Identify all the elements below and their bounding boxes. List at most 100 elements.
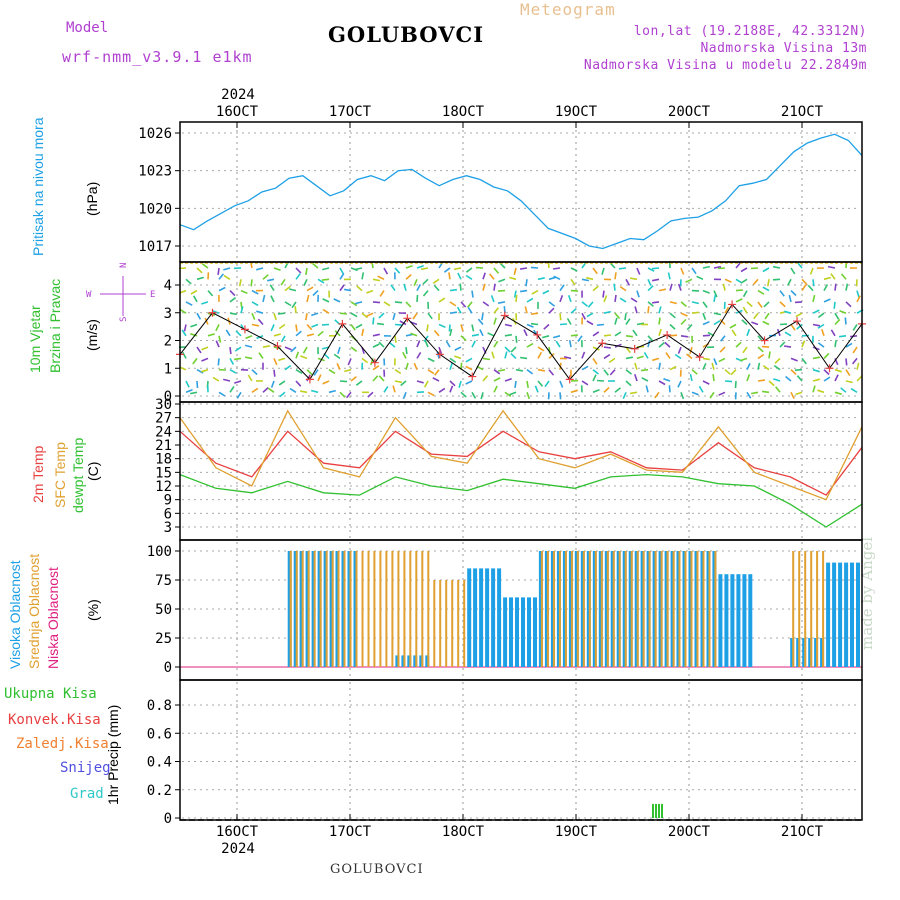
wind-arrow	[355, 301, 363, 305]
y-tick-label: 1023	[138, 164, 172, 180]
wind-arrow	[845, 283, 849, 291]
cloud-high-bar	[736, 574, 741, 667]
wind-arrow	[807, 284, 814, 292]
wind-arrow	[383, 385, 389, 393]
wind-arrow	[823, 369, 830, 376]
y-tick-label: 100	[147, 544, 172, 560]
wind-arrow	[603, 353, 611, 360]
wind-arrow	[718, 391, 726, 396]
wind-arrow	[751, 321, 759, 326]
wind-arrow	[394, 369, 402, 375]
wind-arrow	[487, 332, 495, 337]
y-tick-label: 15	[155, 465, 172, 481]
wind-arrow	[510, 353, 517, 359]
wind-arrow	[856, 295, 861, 303]
wind-arrow	[493, 340, 499, 348]
wind-arrow	[449, 357, 457, 364]
wind-arrow	[537, 380, 544, 387]
wind-arrow	[801, 357, 807, 365]
cloud-mid-bar	[540, 551, 543, 667]
wind-arrow	[336, 362, 341, 371]
wind-arrow	[742, 306, 748, 314]
wind-arrow	[420, 267, 429, 271]
wind-arrow	[790, 391, 795, 399]
wind-arrow	[566, 318, 572, 325]
wind-arrow	[686, 353, 693, 360]
wind-arrow	[322, 308, 330, 314]
model-name: wrf-nmm_v3.9.1 e1km	[62, 48, 253, 66]
wind-arrow	[641, 377, 649, 382]
wind-arrow	[603, 295, 608, 303]
wind-arrow	[223, 378, 231, 382]
cloud-mid-bar	[816, 551, 819, 667]
cloud-high-bar	[521, 597, 525, 667]
legend-snow: Snijeg	[60, 760, 111, 776]
wind-arrow	[295, 351, 300, 359]
y-tick-label: 0	[164, 660, 172, 676]
wind-arrow	[762, 267, 770, 273]
wind-arrow	[559, 392, 562, 400]
wind-arrow	[757, 301, 763, 309]
wind-arrow	[433, 329, 440, 337]
wind-arrow	[592, 285, 599, 292]
wind-arrow	[742, 290, 748, 298]
cloud-mid-bar	[439, 580, 442, 667]
wind-arrow	[181, 329, 187, 337]
wind-arrow	[460, 335, 467, 342]
wind-arrow	[322, 380, 330, 385]
y-tick-label: 25	[155, 631, 172, 647]
wind-arrow	[531, 289, 539, 295]
wind-arrow	[827, 265, 836, 269]
wind-arrow	[689, 346, 693, 355]
wind-arrow	[702, 362, 707, 371]
cloud-mid-bar	[331, 551, 334, 667]
wind-arrow	[471, 324, 475, 332]
wind-arrow	[454, 355, 462, 360]
wind-arrow	[768, 351, 771, 359]
wind-arrow	[515, 335, 518, 343]
cloud-high-bar	[832, 562, 837, 667]
wind-arrow	[734, 380, 737, 389]
cloud-mid-bar	[654, 551, 657, 667]
wind-arrow	[240, 306, 244, 314]
wind-arrow	[746, 301, 753, 308]
wind-arrow	[306, 286, 314, 292]
wind-arrow	[339, 284, 345, 292]
wind-arrow	[830, 329, 836, 337]
wind-arrow	[509, 391, 517, 396]
wind-arrow	[510, 346, 517, 353]
wind-arrow	[504, 391, 512, 397]
cloud-mid-bar	[361, 551, 364, 667]
year-label-bottom: 2024	[221, 841, 255, 857]
wind-arrow	[647, 285, 654, 292]
cloud-mid-bar	[463, 580, 466, 667]
cloud-high-bar	[838, 562, 843, 667]
wind-arrow	[757, 362, 761, 370]
wind-arrow	[284, 346, 292, 351]
wind-arrow	[636, 355, 644, 360]
cloud-mid-bar	[325, 551, 328, 667]
wind-arrow	[372, 317, 375, 325]
wind-arrow	[300, 355, 308, 360]
cloud-mid-bar	[660, 551, 663, 667]
station-title: GOLUBOVCI	[328, 22, 485, 47]
wind-arrow	[783, 345, 792, 348]
wind-arrow	[812, 294, 816, 303]
wind-arrow	[493, 283, 496, 291]
wind-arrow	[559, 295, 564, 303]
wind-arrow	[651, 278, 660, 282]
wind-arrow	[251, 301, 259, 307]
wind-gust-marker	[630, 344, 639, 353]
y-tick-label: 21	[155, 438, 172, 454]
wind-arrow	[196, 380, 199, 389]
wind-arrow	[632, 329, 638, 337]
meteogram-label: Meteogram	[520, 0, 616, 19]
wind-arrow	[339, 391, 346, 398]
wind-arrow	[513, 290, 517, 298]
wind-arrow	[570, 278, 576, 286]
wind-arrow	[251, 289, 259, 295]
wind-arrow	[794, 301, 803, 304]
wind-arrow	[356, 285, 363, 292]
wind-arrow	[251, 387, 259, 393]
wind-arrow	[229, 369, 237, 374]
